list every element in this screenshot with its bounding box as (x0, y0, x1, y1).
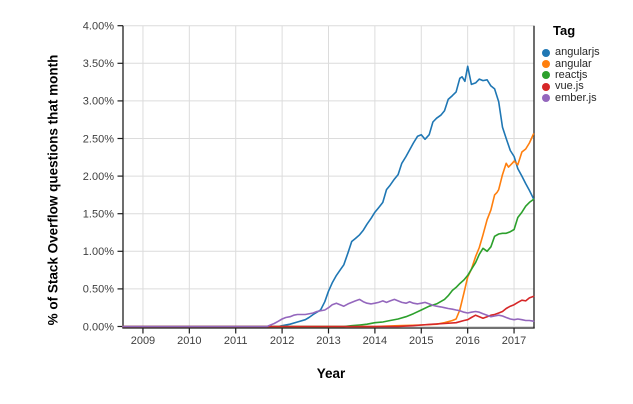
line-angularjs (122, 65, 535, 328)
legend-swatch-icon (542, 60, 550, 69)
y-axis-title: % of Stack Overflow questions that month (45, 54, 61, 326)
x-tick-label: 2010 (177, 335, 201, 347)
x-tick-label: 2011 (224, 335, 248, 347)
x-tick-label: 2014 (363, 335, 387, 347)
legend-item-label: vue.js (555, 80, 584, 93)
legend-item-vue-js: vue.js (541, 81, 600, 92)
x-axis-title: Year (316, 366, 346, 381)
legend-items: angularjs angular reactjs vue.js ember.js (541, 47, 600, 104)
legend-item-label: angular (555, 57, 592, 70)
x-tick-label: 2009 (131, 335, 155, 347)
line-reactjs (122, 198, 535, 328)
y-tick-label: 2.50% (83, 133, 114, 145)
y-tick-label: 1.50% (83, 209, 114, 221)
legend-item-label: ember.js (555, 91, 597, 104)
x-tick-label: 2012 (270, 335, 294, 347)
legend-item-label: angularjs (555, 46, 600, 59)
legend-swatch-icon (542, 71, 550, 80)
legend-item-ember-js: ember.js (541, 91, 600, 104)
legend-swatch-icon (542, 82, 550, 91)
y-tick-label: 0.00% (83, 321, 114, 333)
y-tick-label: 3.00% (83, 96, 114, 108)
legend-item-label: reactjs (555, 68, 588, 81)
x-tick-label: 2015 (409, 335, 433, 347)
x-tick-label: 2016 (455, 335, 479, 347)
legend-item-angularjs: angularjs (541, 47, 600, 58)
x-tick-label: 2013 (316, 335, 340, 347)
legend-swatch-icon (542, 48, 550, 57)
line-vue.js (122, 295, 535, 328)
legend-title: Tag (553, 23, 576, 38)
y-tick-label: 1.00% (83, 246, 114, 258)
legend-swatch-icon (542, 94, 550, 103)
x-tick-label: 2017 (502, 335, 526, 347)
y-tick-label: 0.50% (83, 284, 114, 296)
y-tick-label: 4.00% (83, 21, 114, 33)
y-tick-label: 2.00% (83, 171, 114, 183)
legend-item-reactjs: reactjs (541, 68, 600, 81)
line-ember.js (122, 298, 535, 328)
y-tick-label: 3.50% (83, 58, 114, 70)
legend: Tag angularjs angular reactjs vue.js ember.j… (541, 24, 600, 104)
legend-item-angular: angular (541, 58, 600, 69)
